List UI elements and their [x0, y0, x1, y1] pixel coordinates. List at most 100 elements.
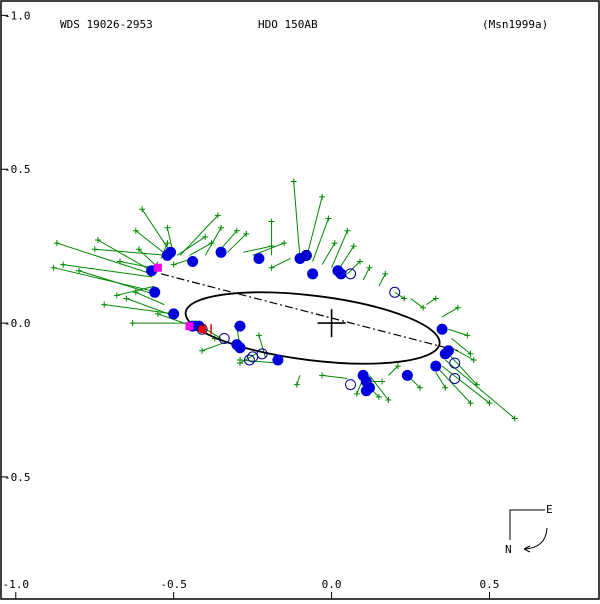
residual-cross	[101, 301, 108, 308]
residual-cross	[268, 218, 275, 225]
x-tick-label: 0.5	[480, 578, 500, 591]
y-tick-label: -0.5	[4, 163, 31, 176]
filled-observation-point	[253, 252, 265, 264]
compass-arrowhead	[523, 545, 531, 553]
x-tick-label: 0.0	[322, 578, 342, 591]
residual-cross	[382, 270, 389, 277]
residual-cross	[486, 400, 493, 407]
residual-cross	[331, 240, 338, 247]
residual-cross	[135, 246, 142, 253]
residual-line	[189, 242, 212, 256]
residual-line	[451, 338, 471, 355]
residual-line	[296, 375, 301, 385]
residual-line	[63, 264, 152, 278]
residual-line	[271, 258, 291, 269]
residual-cross	[139, 206, 146, 213]
residual-cross	[470, 357, 477, 363]
axis-ticks: -1.0 -0.5 0.0 0.5 -1.0 -0.5 -0.0 -0.5	[1, 9, 499, 599]
filled-observation-point	[430, 360, 442, 372]
primary-star-marker	[317, 309, 346, 338]
residual-cross	[290, 178, 297, 185]
residual-cross	[243, 230, 250, 237]
compass-arrow	[509, 509, 545, 540]
header-left-label: WDS 19026-2953	[60, 18, 153, 31]
filled-observation-point	[168, 308, 180, 320]
residual-line	[448, 328, 468, 336]
y-tick-label: -0.5	[4, 471, 31, 484]
residual-line	[119, 261, 152, 269]
residual-cross	[50, 264, 57, 271]
residual-cross	[420, 304, 427, 311]
residual-cross	[199, 347, 206, 354]
residual-cross	[202, 233, 209, 240]
residual-line	[451, 347, 474, 361]
residual-cross	[53, 240, 60, 247]
magenta-observation-point	[185, 322, 194, 331]
residual-line	[204, 227, 222, 256]
filled-observation-point	[272, 354, 284, 366]
open-observation-point	[345, 268, 357, 280]
residual-cross	[164, 240, 171, 247]
compass-curve-arrow	[523, 527, 548, 550]
residual-cross	[454, 304, 461, 311]
open-observation-point	[218, 332, 230, 344]
filled-observation-point	[439, 348, 451, 360]
filled-observation-point	[165, 246, 177, 258]
compass-north-label: N	[505, 543, 512, 556]
residual-cross	[218, 224, 225, 231]
residual-cross	[113, 292, 120, 299]
residual-line	[243, 245, 272, 253]
open-observation-point	[449, 357, 461, 369]
residual-cross	[75, 267, 82, 274]
residual-cross	[366, 264, 373, 271]
residual-cross	[467, 350, 474, 357]
residual-cross	[464, 332, 471, 339]
residual-line	[321, 242, 336, 265]
compass-east-label: E	[546, 503, 553, 516]
residual-line	[179, 215, 219, 256]
residual-line	[347, 261, 361, 275]
residual-line	[138, 248, 156, 265]
residual-line	[239, 359, 278, 364]
residual-cross	[417, 384, 423, 391]
residual-cross	[344, 227, 351, 234]
residual-line	[331, 230, 348, 268]
residual-cross	[117, 258, 123, 265]
residual-line	[394, 291, 405, 299]
residual-cross	[401, 295, 408, 302]
residual-cross	[129, 320, 136, 327]
residual-cross	[123, 295, 130, 302]
magenta-observation-point	[153, 263, 162, 272]
residual-cross	[281, 240, 288, 247]
filled-observation-point	[149, 286, 161, 298]
filled-observation-point	[360, 385, 372, 397]
filled-observation-point	[187, 256, 199, 268]
residual-cross	[394, 363, 401, 370]
filled-observation-point	[335, 268, 347, 280]
residual-line	[448, 353, 478, 385]
residual-cross	[255, 332, 262, 339]
primary-star-cross	[317, 309, 346, 338]
residual-line	[141, 208, 171, 253]
residual-line	[369, 375, 389, 401]
filled-observation-point	[234, 320, 246, 332]
residual-line	[56, 242, 152, 275]
y-tick-label: -0.0	[4, 317, 31, 330]
filled-observation-point	[231, 339, 243, 351]
y-tick-label: -1.0	[4, 9, 31, 22]
residual-line	[441, 307, 459, 318]
residual-cross	[357, 258, 363, 265]
residual-cross	[442, 384, 449, 391]
open-observation-point	[196, 323, 208, 335]
residual-line	[53, 267, 159, 293]
residual-line	[438, 368, 471, 404]
open-observation-point	[449, 372, 461, 384]
residual-cross	[132, 227, 139, 234]
open-observation-point	[243, 354, 255, 366]
orbit-ellipse	[184, 291, 441, 365]
observation-points	[146, 246, 461, 397]
orbit-ellipse-group	[184, 291, 441, 365]
header-center-label: HDO 150AB	[258, 18, 318, 31]
residual-cross	[268, 264, 275, 271]
